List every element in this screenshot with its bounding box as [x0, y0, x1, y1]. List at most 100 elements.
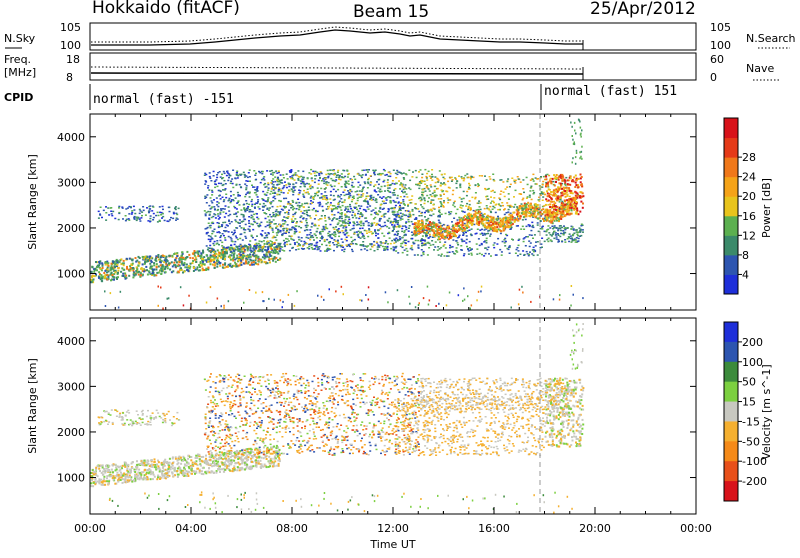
data-cell — [487, 246, 490, 248]
data-cell — [295, 182, 298, 184]
data-cell — [532, 254, 535, 257]
data-cell — [272, 219, 275, 221]
data-cell — [122, 264, 125, 267]
data-cell — [262, 177, 265, 180]
data-cell — [329, 194, 332, 196]
data-cell — [541, 246, 543, 248]
data-cell — [552, 214, 555, 216]
data-cell — [358, 223, 361, 226]
data-cell — [404, 233, 407, 236]
data-cell — [332, 169, 335, 172]
data-cell — [256, 196, 259, 198]
data-cell — [389, 222, 392, 224]
data-cell — [487, 187, 490, 190]
data-cell — [434, 230, 437, 232]
data-cell — [508, 245, 511, 247]
data-cell — [326, 169, 329, 172]
data-cell — [382, 196, 385, 198]
data-cell — [182, 258, 185, 260]
data-cell — [316, 241, 319, 244]
data-cell — [257, 218, 260, 220]
data-cell — [426, 179, 429, 181]
data-cell — [379, 244, 382, 246]
data-cell — [225, 224, 228, 226]
data-cell — [363, 181, 366, 183]
data-cell — [360, 175, 363, 177]
data-cell — [576, 196, 579, 199]
data-cell — [98, 262, 101, 265]
data-cell — [126, 265, 128, 268]
data-cell — [560, 206, 563, 209]
data-cell — [243, 207, 246, 209]
data-cell — [438, 231, 441, 234]
data-cell — [256, 216, 259, 219]
data-cell — [351, 216, 354, 219]
data-cell — [485, 239, 488, 242]
data-cell — [567, 213, 570, 216]
data-cell — [423, 226, 426, 229]
data-cell — [325, 173, 328, 176]
data-cell — [372, 218, 375, 220]
data-cell — [479, 214, 482, 217]
data-cell — [506, 180, 509, 183]
data-cell — [532, 180, 535, 182]
data-cell — [294, 213, 296, 215]
data-cell — [558, 174, 561, 177]
data-cell — [321, 210, 324, 212]
data-cell — [366, 206, 369, 208]
data-cell — [270, 216, 273, 218]
data-cell — [537, 217, 540, 220]
data-cell — [425, 226, 427, 229]
data-cell — [526, 253, 529, 255]
data-cell — [298, 244, 301, 246]
data-cell — [544, 218, 547, 221]
data-cell — [341, 217, 343, 220]
data-cell — [151, 272, 154, 274]
data-cell — [568, 198, 571, 201]
data-cell — [314, 174, 316, 177]
data-cell — [389, 207, 392, 210]
data-cell — [153, 262, 156, 265]
data-cell — [285, 241, 288, 243]
data-cell — [383, 213, 386, 215]
data-cell — [498, 197, 501, 199]
data-cell — [337, 188, 340, 191]
data-cell — [254, 189, 257, 191]
data-cell — [547, 204, 550, 206]
data-cell — [274, 260, 277, 263]
data-cell — [439, 195, 442, 197]
data-cell — [276, 251, 279, 254]
data-cell — [161, 254, 164, 257]
data-cell — [306, 177, 309, 180]
data-cell — [228, 219, 230, 221]
data-cell — [312, 170, 315, 173]
data-cell — [347, 190, 349, 192]
data-cell — [402, 199, 405, 201]
data-cell — [383, 202, 386, 205]
data-cell — [359, 237, 362, 239]
data-cell — [145, 265, 148, 268]
data-cell — [343, 248, 346, 250]
data-cell — [428, 209, 430, 211]
data-cell — [488, 176, 491, 178]
data-cell — [337, 211, 340, 214]
data-cell — [245, 193, 247, 196]
data-cell — [260, 178, 263, 181]
data-cell — [466, 190, 469, 193]
data-cell — [235, 215, 238, 218]
data-cell — [569, 202, 572, 205]
data-cell — [424, 168, 427, 171]
data-cell — [217, 215, 220, 217]
data-cell — [161, 212, 164, 215]
data-cell — [382, 168, 385, 171]
data-cell — [290, 169, 293, 171]
data-cell — [246, 207, 248, 210]
data-cell — [460, 217, 463, 219]
data-cell — [406, 250, 409, 252]
data-cell — [401, 190, 403, 192]
data-cell — [438, 206, 440, 209]
data-cell — [309, 236, 312, 239]
data-cell — [283, 223, 286, 225]
data-cell — [482, 224, 485, 227]
data-cell — [485, 242, 488, 244]
